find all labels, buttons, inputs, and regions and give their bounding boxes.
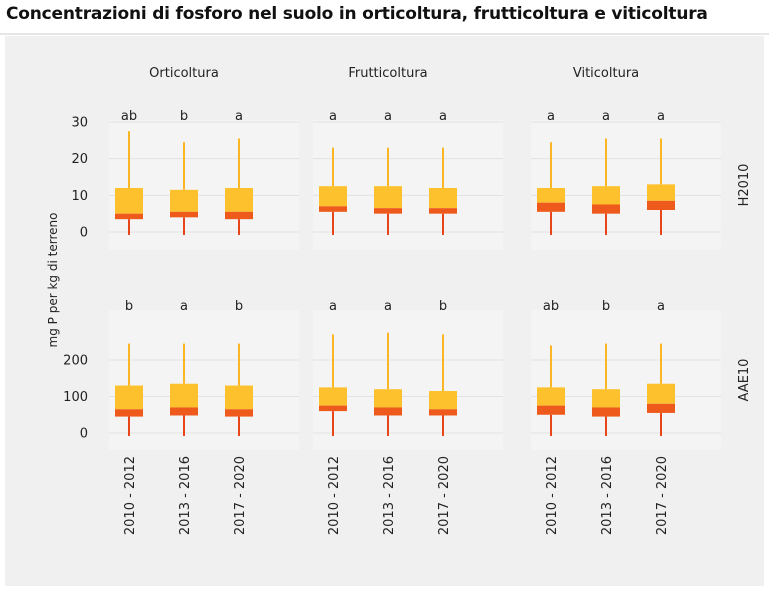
box-lower	[225, 211, 253, 220]
significance-letter: b	[125, 299, 133, 314]
row-label-aae10: AAE10	[737, 359, 752, 402]
panel-background	[313, 310, 503, 450]
box-upper	[115, 187, 143, 214]
panel-background	[109, 120, 299, 250]
box-upper	[429, 391, 457, 410]
box-lower	[429, 208, 457, 214]
x-category-label: 2017 - 2020	[233, 456, 248, 535]
box-lower	[225, 409, 253, 417]
box-upper	[374, 186, 402, 209]
x-category-label: 2013 - 2016	[178, 456, 193, 535]
significance-letter: ab	[121, 109, 137, 124]
x-category-label: 2010 - 2012	[123, 456, 138, 535]
box-upper	[537, 187, 565, 203]
box-upper	[115, 385, 143, 410]
significance-letter: a	[657, 109, 665, 124]
y-tick-label: 100	[63, 390, 88, 405]
significance-letter: a	[384, 109, 392, 124]
panel-background	[313, 120, 503, 250]
column-header-frutticoltura: Frutticoltura	[348, 66, 427, 81]
box-lower	[115, 409, 143, 417]
box-upper	[537, 387, 565, 406]
panel-background	[531, 120, 721, 250]
box-upper	[319, 387, 347, 406]
row-label-h2010: H2010	[737, 164, 752, 207]
chart-title: Concentrazioni di fosforo nel suolo in o…	[6, 4, 708, 24]
bottom-strip	[0, 586, 769, 612]
y-tick-label: 200	[63, 354, 88, 369]
significance-letter: a	[602, 109, 610, 124]
box-upper	[225, 187, 253, 212]
y-tick-label: 30	[71, 115, 88, 130]
x-category-label: 2017 - 2020	[655, 456, 670, 535]
box-upper	[225, 385, 253, 410]
box-lower	[429, 409, 457, 416]
significance-letter: b	[602, 299, 610, 314]
significance-letter: a	[235, 109, 243, 124]
box-lower	[537, 405, 565, 415]
box-upper	[170, 189, 198, 212]
y-axis-label: mg P per kg di terreno	[46, 213, 60, 348]
box-lower	[319, 206, 347, 212]
significance-letter: ab	[543, 299, 559, 314]
x-category-label: 2017 - 2020	[437, 456, 452, 535]
panel-background	[109, 310, 299, 450]
x-category-label: 2013 - 2016	[382, 456, 397, 535]
y-tick-label: 0	[80, 226, 88, 241]
significance-letter: a	[180, 299, 188, 314]
column-header-viticoltura: Viticoltura	[573, 66, 639, 81]
significance-letter: b	[180, 109, 188, 124]
box-lower	[647, 403, 675, 413]
chart-area: Orticoltura Frutticoltura Viticoltura mg P …	[5, 36, 764, 586]
box-lower	[374, 407, 402, 416]
significance-letter: a	[329, 109, 337, 124]
significance-letter: a	[657, 299, 665, 314]
box-lower	[170, 211, 198, 218]
box-lower	[647, 200, 675, 210]
significance-letter: a	[547, 109, 555, 124]
box-lower	[115, 213, 143, 220]
boxplot-chart: Orticoltura Frutticoltura Viticoltura mg P …	[46, 66, 752, 535]
box-lower	[319, 405, 347, 412]
x-category-label: 2010 - 2012	[327, 456, 342, 535]
box-upper	[647, 383, 675, 404]
box-upper	[374, 389, 402, 408]
significance-letter: a	[329, 299, 337, 314]
box-upper	[429, 187, 457, 209]
x-category-label: 2013 - 2016	[600, 456, 615, 535]
box-upper	[170, 383, 198, 408]
box-lower	[170, 407, 198, 416]
box-lower	[374, 208, 402, 214]
box-upper	[647, 184, 675, 201]
y-tick-label: 20	[71, 152, 88, 167]
column-header-orticoltura: Orticoltura	[149, 66, 219, 81]
box-upper	[592, 186, 620, 205]
y-tick-label: 10	[71, 189, 88, 204]
significance-letter: a	[384, 299, 392, 314]
box-upper	[319, 186, 347, 207]
y-tick-label: 0	[80, 427, 88, 442]
panel-background	[531, 310, 721, 450]
title-bar: Concentrazioni di fosforo nel suolo in o…	[0, 0, 769, 35]
box-lower	[537, 202, 565, 212]
significance-letter: a	[439, 109, 447, 124]
box-lower	[592, 204, 620, 214]
x-category-label: 2010 - 2012	[545, 456, 560, 535]
significance-letter: b	[439, 299, 447, 314]
box-lower	[592, 407, 620, 417]
box-upper	[592, 389, 620, 408]
significance-letter: b	[235, 299, 243, 314]
